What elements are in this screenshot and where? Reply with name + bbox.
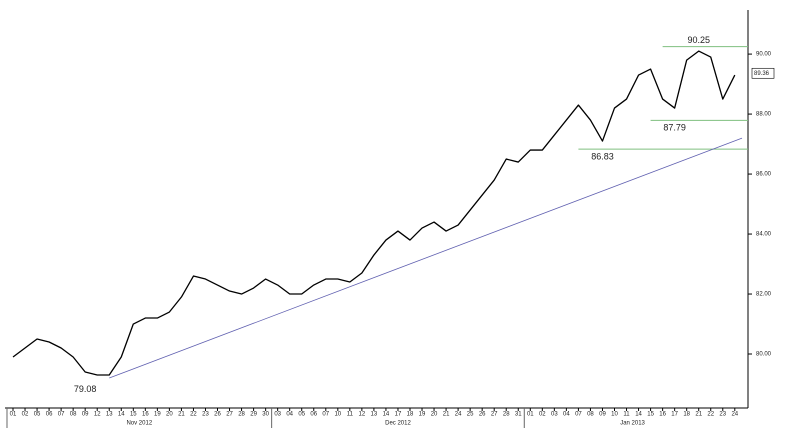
x-tick-label: 05	[34, 412, 41, 418]
month-label: Nov 2012	[126, 421, 152, 427]
x-tick-label: 31	[515, 412, 522, 418]
x-tick-label: 13	[106, 412, 113, 418]
x-tick-label: 02	[22, 412, 29, 418]
annotation: 87.79	[663, 123, 686, 133]
x-tick-label: 14	[635, 412, 642, 418]
x-tick-label: 13	[371, 412, 378, 418]
x-tick-label: 21	[178, 412, 185, 418]
x-tick-label: 18	[683, 412, 690, 418]
annotation: 90.25	[687, 35, 710, 45]
last-price-label: 89.36	[754, 71, 770, 77]
x-tick-label: 27	[226, 412, 233, 418]
x-tick-label: 29	[250, 412, 257, 418]
x-tick-label: 04	[286, 412, 293, 418]
x-tick-label: 14	[118, 412, 125, 418]
x-tick-label: 28	[238, 412, 245, 418]
x-tick-label: 01	[527, 412, 534, 418]
month-label: Jan 2013	[620, 421, 645, 427]
x-tick-label: 07	[322, 412, 329, 418]
x-tick-label: 22	[707, 412, 714, 418]
x-tick-label: 24	[731, 412, 738, 418]
x-tick-label: 19	[419, 412, 426, 418]
x-tick-label: 25	[467, 412, 474, 418]
x-tick-label: 16	[142, 412, 149, 418]
x-tick-label: 08	[587, 412, 594, 418]
x-tick-label: 01	[10, 412, 17, 418]
x-tick-label: 09	[599, 412, 606, 418]
x-tick-label: 16	[659, 412, 666, 418]
x-tick-label: 21	[695, 412, 702, 418]
x-tick-label: 14	[383, 412, 390, 418]
x-tick-label: 11	[347, 412, 354, 418]
x-tick-label: 23	[719, 412, 726, 418]
x-tick-label: 19	[154, 412, 161, 418]
x-tick-label: 10	[334, 412, 341, 418]
x-tick-label: 12	[94, 412, 101, 418]
y-tick-label: 80.00	[756, 352, 772, 358]
x-tick-label: 15	[130, 412, 137, 418]
x-tick-label: 17	[671, 412, 678, 418]
x-tick-label: 05	[298, 412, 305, 418]
x-tick-label: 07	[575, 412, 582, 418]
x-tick-label: 27	[491, 412, 498, 418]
y-tick-label: 88.00	[756, 112, 772, 118]
x-tick-label: 18	[407, 412, 414, 418]
x-tick-label: 06	[46, 412, 53, 418]
y-tick-label: 86.00	[756, 172, 772, 178]
x-tick-label: 20	[431, 412, 438, 418]
x-tick-label: 08	[70, 412, 77, 418]
x-tick-label: 03	[274, 412, 281, 418]
x-tick-label: 06	[310, 412, 317, 418]
x-tick-label: 26	[479, 412, 486, 418]
x-tick-label: 24	[455, 412, 462, 418]
x-tick-label: 15	[647, 412, 654, 418]
x-tick-label: 12	[359, 412, 366, 418]
x-tick-label: 22	[190, 412, 197, 418]
x-tick-label: 21	[443, 412, 450, 418]
trendline	[109, 137, 743, 379]
month-label: Dec 2012	[385, 421, 411, 427]
y-tick-label: 84.00	[756, 232, 772, 238]
x-tick-label: 20	[166, 412, 173, 418]
x-tick-label: 09	[82, 412, 89, 418]
annotation: 86.83	[591, 152, 614, 162]
x-tick-label: 28	[503, 412, 510, 418]
x-tick-label: 10	[611, 412, 618, 418]
x-tick-label: 03	[551, 412, 558, 418]
x-tick-label: 23	[202, 412, 209, 418]
x-tick-label: 04	[563, 412, 570, 418]
price-line	[12, 50, 736, 376]
x-tick-label: 30	[262, 412, 269, 418]
last-price-box	[751, 67, 775, 79]
annotation: 79.08	[74, 384, 97, 394]
x-tick-label: 26	[214, 412, 221, 418]
y-tick-label: 82.00	[756, 292, 772, 298]
x-tick-label: 07	[58, 412, 65, 418]
x-tick-label: 11	[623, 412, 630, 418]
x-tick-label: 02	[539, 412, 546, 418]
x-tick-label: 17	[395, 412, 402, 418]
y-tick-label: 90.00	[756, 52, 772, 58]
